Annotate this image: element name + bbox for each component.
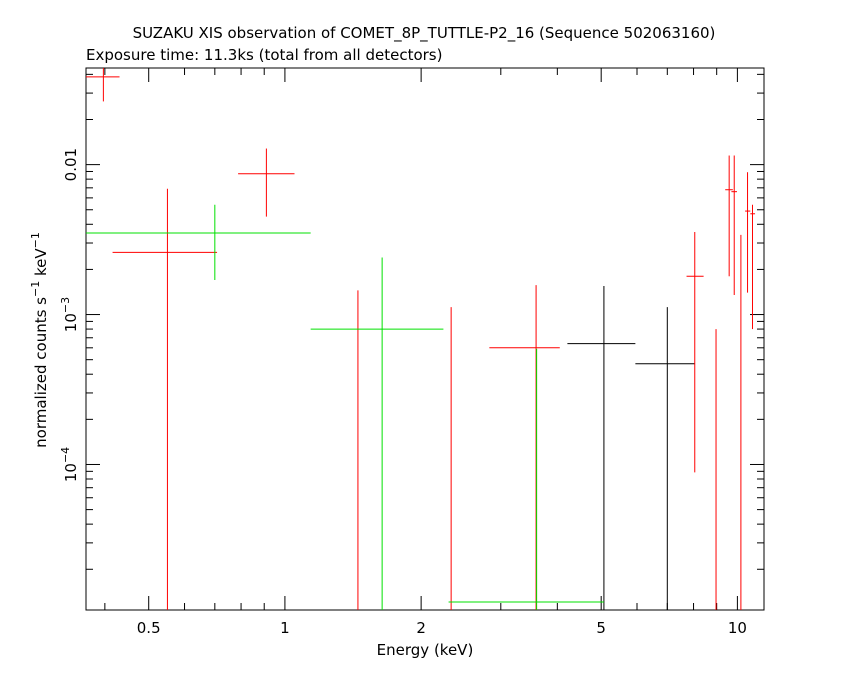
data-point bbox=[731, 155, 737, 296]
data-point bbox=[686, 232, 704, 473]
data-point bbox=[448, 348, 604, 610]
y-tick-label: 10−4 bbox=[59, 447, 80, 482]
chart-subtitle: Exposure time: 11.3ks (total from all de… bbox=[86, 46, 442, 64]
data-point bbox=[567, 286, 636, 610]
data-point bbox=[86, 204, 311, 280]
series-0 bbox=[567, 286, 695, 610]
series-2 bbox=[86, 204, 604, 610]
data-point bbox=[310, 257, 444, 610]
y-tick-label-exponent: −3 bbox=[59, 297, 72, 313]
y-tick-label-base: 10 bbox=[62, 463, 80, 482]
y-tick-label-base: 10 bbox=[62, 313, 80, 332]
data-series bbox=[86, 68, 756, 610]
data-point bbox=[745, 172, 751, 293]
y-tick-label: 10−3 bbox=[59, 297, 80, 332]
data-point bbox=[489, 285, 560, 610]
data-point bbox=[238, 148, 295, 217]
data-point bbox=[86, 68, 120, 102]
x-axis-label: Energy (keV) bbox=[377, 641, 474, 659]
plot-frame bbox=[85, 67, 765, 611]
data-point bbox=[635, 307, 695, 610]
chart-title: SUZAKU XIS observation of COMET_8P_TUTTL… bbox=[133, 24, 716, 43]
y-axis-label-mid: keV bbox=[32, 248, 50, 281]
y-tick-label-exponent: −4 bbox=[59, 447, 72, 463]
y-axis-label-exp2: −1 bbox=[29, 232, 42, 248]
series-1 bbox=[86, 68, 756, 610]
y-tick-label-base: 0.01 bbox=[62, 148, 80, 181]
data-point bbox=[112, 188, 218, 610]
y-axis-label-exp1: −1 bbox=[29, 281, 42, 297]
data-point bbox=[725, 155, 733, 277]
x-tick-label: 1 bbox=[280, 619, 290, 637]
x-tick-label: 2 bbox=[416, 619, 426, 637]
data-point bbox=[750, 204, 756, 330]
axis-ticks bbox=[86, 68, 764, 610]
y-tick-label: 0.01 bbox=[62, 148, 80, 181]
x-tick-label: 0.5 bbox=[137, 619, 161, 637]
y-axis-label-base: normalized counts s bbox=[32, 297, 50, 448]
x-tick-label: 10 bbox=[728, 619, 747, 637]
x-tick-label: 5 bbox=[596, 619, 606, 637]
y-axis-label: normalized counts s−1 keV−1 bbox=[29, 232, 50, 448]
